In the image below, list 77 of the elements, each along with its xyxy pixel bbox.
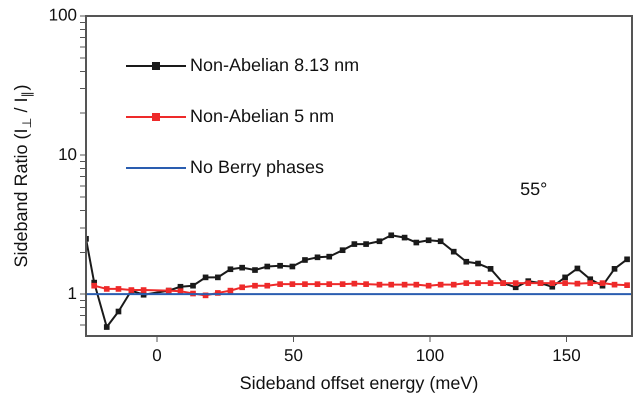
legend-label: Non-Abelian 5 nm	[190, 106, 334, 126]
y-tick-label: 10	[58, 144, 77, 164]
point	[140, 287, 146, 293]
point	[202, 274, 208, 280]
point	[612, 282, 618, 288]
point	[402, 234, 408, 240]
point	[624, 282, 630, 288]
legend-label: No Berry phases	[190, 156, 324, 177]
point	[352, 241, 358, 247]
point	[426, 282, 432, 289]
x-tick-label: 50	[284, 346, 303, 365]
x-axis-title: Sideband offset energy (meV)	[240, 372, 478, 393]
point	[363, 241, 369, 247]
point	[264, 282, 270, 289]
point	[475, 260, 481, 266]
point	[277, 281, 283, 287]
x-tick-label: 100	[416, 346, 444, 365]
point	[228, 266, 234, 272]
legend-label: Non-Abelian 8.13 nm	[190, 54, 360, 75]
point	[239, 264, 245, 270]
point	[264, 264, 270, 270]
point	[252, 267, 258, 273]
point	[252, 282, 258, 289]
point	[116, 308, 122, 314]
point	[290, 264, 296, 270]
point	[488, 280, 494, 286]
point	[426, 237, 432, 244]
point	[116, 286, 122, 292]
point	[562, 274, 568, 280]
point	[574, 266, 580, 272]
point	[388, 232, 394, 238]
point	[340, 281, 346, 287]
point	[512, 280, 519, 286]
point	[314, 281, 320, 287]
y-tick-label: 100	[48, 6, 77, 25]
point	[376, 282, 382, 288]
point	[574, 280, 580, 286]
point	[104, 286, 110, 292]
point	[326, 254, 332, 260]
point	[414, 240, 420, 246]
point	[450, 248, 457, 254]
point	[562, 280, 568, 286]
y-axis-title: Sideband Ratio (I⊥ / I∥)	[10, 84, 34, 268]
point	[402, 282, 408, 288]
y-tick-label: 1	[68, 284, 77, 303]
point	[290, 281, 296, 287]
point	[388, 282, 394, 288]
point	[302, 281, 308, 287]
point	[438, 238, 444, 244]
point	[91, 282, 98, 289]
point	[463, 258, 470, 265]
point	[239, 284, 245, 290]
point	[587, 280, 594, 286]
point	[104, 324, 110, 330]
annotation: 55°	[520, 178, 548, 199]
point	[190, 282, 196, 289]
point	[414, 282, 420, 288]
point	[475, 280, 481, 286]
point	[612, 266, 618, 272]
point	[340, 247, 346, 254]
point	[215, 274, 221, 280]
x-tick-label: 0	[152, 346, 162, 365]
point	[600, 280, 606, 286]
point	[450, 282, 457, 288]
point	[624, 256, 630, 262]
point	[314, 254, 320, 260]
point	[326, 281, 332, 287]
point	[463, 280, 470, 286]
point	[277, 262, 283, 269]
point	[302, 257, 308, 263]
point	[488, 266, 494, 272]
point	[549, 280, 556, 286]
x-tick-label: 150	[552, 346, 581, 365]
point	[352, 280, 358, 286]
point	[363, 281, 369, 287]
point	[438, 282, 444, 288]
point	[376, 238, 382, 244]
